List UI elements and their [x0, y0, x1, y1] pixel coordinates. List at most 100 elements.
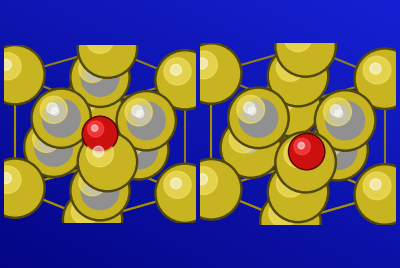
Circle shape — [80, 170, 120, 211]
Circle shape — [370, 63, 381, 74]
Circle shape — [316, 128, 344, 155]
Circle shape — [93, 33, 104, 44]
Circle shape — [109, 120, 169, 180]
Circle shape — [326, 101, 364, 140]
Circle shape — [290, 135, 324, 168]
Circle shape — [164, 171, 191, 198]
Circle shape — [65, 79, 120, 134]
Circle shape — [324, 98, 351, 126]
Circle shape — [62, 76, 123, 136]
Circle shape — [33, 125, 60, 152]
Circle shape — [244, 102, 255, 113]
Circle shape — [157, 165, 213, 221]
Circle shape — [86, 175, 96, 186]
Circle shape — [93, 146, 104, 157]
Circle shape — [155, 50, 215, 110]
Circle shape — [86, 176, 104, 194]
Circle shape — [328, 139, 335, 147]
Circle shape — [260, 191, 321, 252]
Circle shape — [70, 161, 130, 221]
Circle shape — [276, 206, 287, 217]
Circle shape — [39, 132, 50, 143]
Circle shape — [236, 132, 247, 143]
Circle shape — [309, 122, 366, 178]
Circle shape — [277, 18, 334, 75]
Circle shape — [44, 137, 51, 144]
Circle shape — [244, 103, 263, 121]
Circle shape — [82, 116, 118, 152]
Circle shape — [81, 58, 119, 96]
Circle shape — [183, 45, 240, 102]
Circle shape — [0, 161, 43, 216]
Circle shape — [239, 99, 278, 137]
Circle shape — [335, 110, 343, 117]
Circle shape — [354, 164, 400, 225]
Circle shape — [62, 189, 123, 250]
Circle shape — [196, 58, 208, 69]
Circle shape — [72, 163, 128, 218]
Circle shape — [0, 59, 11, 70]
Circle shape — [80, 134, 135, 189]
Circle shape — [86, 140, 114, 167]
Circle shape — [77, 132, 138, 192]
Polygon shape — [279, 105, 307, 152]
Circle shape — [35, 128, 73, 166]
Circle shape — [283, 60, 294, 72]
Circle shape — [78, 91, 89, 102]
Circle shape — [34, 90, 89, 146]
Circle shape — [0, 53, 21, 80]
Circle shape — [132, 105, 143, 116]
Circle shape — [330, 105, 342, 116]
Circle shape — [24, 117, 84, 177]
Circle shape — [196, 174, 208, 185]
Circle shape — [126, 100, 167, 141]
Circle shape — [248, 107, 256, 115]
Circle shape — [291, 147, 302, 158]
Circle shape — [269, 199, 296, 227]
Circle shape — [90, 180, 98, 188]
Circle shape — [124, 135, 143, 153]
Circle shape — [111, 122, 166, 178]
Circle shape — [276, 54, 304, 81]
Circle shape — [40, 96, 67, 123]
Circle shape — [267, 45, 329, 107]
Circle shape — [275, 16, 336, 77]
Circle shape — [155, 163, 215, 224]
Circle shape — [298, 142, 304, 149]
Circle shape — [314, 90, 376, 151]
Circle shape — [70, 47, 130, 107]
Circle shape — [118, 128, 145, 155]
Circle shape — [39, 132, 58, 151]
Circle shape — [270, 48, 326, 105]
Circle shape — [363, 172, 391, 200]
Circle shape — [86, 62, 96, 73]
Circle shape — [51, 108, 59, 115]
Circle shape — [86, 26, 114, 53]
Circle shape — [222, 119, 279, 176]
Circle shape — [120, 131, 158, 169]
Circle shape — [317, 92, 374, 149]
Circle shape — [294, 138, 310, 155]
Circle shape — [236, 130, 274, 169]
Circle shape — [0, 173, 11, 184]
Circle shape — [170, 64, 181, 75]
Circle shape — [234, 128, 276, 170]
Circle shape — [228, 87, 289, 149]
Circle shape — [136, 110, 144, 118]
Circle shape — [47, 103, 58, 114]
Circle shape — [92, 125, 98, 131]
Circle shape — [370, 179, 381, 190]
Circle shape — [127, 102, 165, 140]
Circle shape — [323, 135, 342, 154]
Polygon shape — [61, 118, 146, 191]
Circle shape — [80, 20, 135, 76]
Circle shape — [318, 131, 357, 169]
Circle shape — [229, 125, 257, 153]
Circle shape — [240, 134, 259, 153]
Circle shape — [33, 127, 74, 168]
Circle shape — [180, 158, 242, 220]
Circle shape — [47, 103, 65, 122]
Circle shape — [78, 204, 89, 215]
Circle shape — [86, 62, 104, 81]
Circle shape — [356, 166, 400, 223]
